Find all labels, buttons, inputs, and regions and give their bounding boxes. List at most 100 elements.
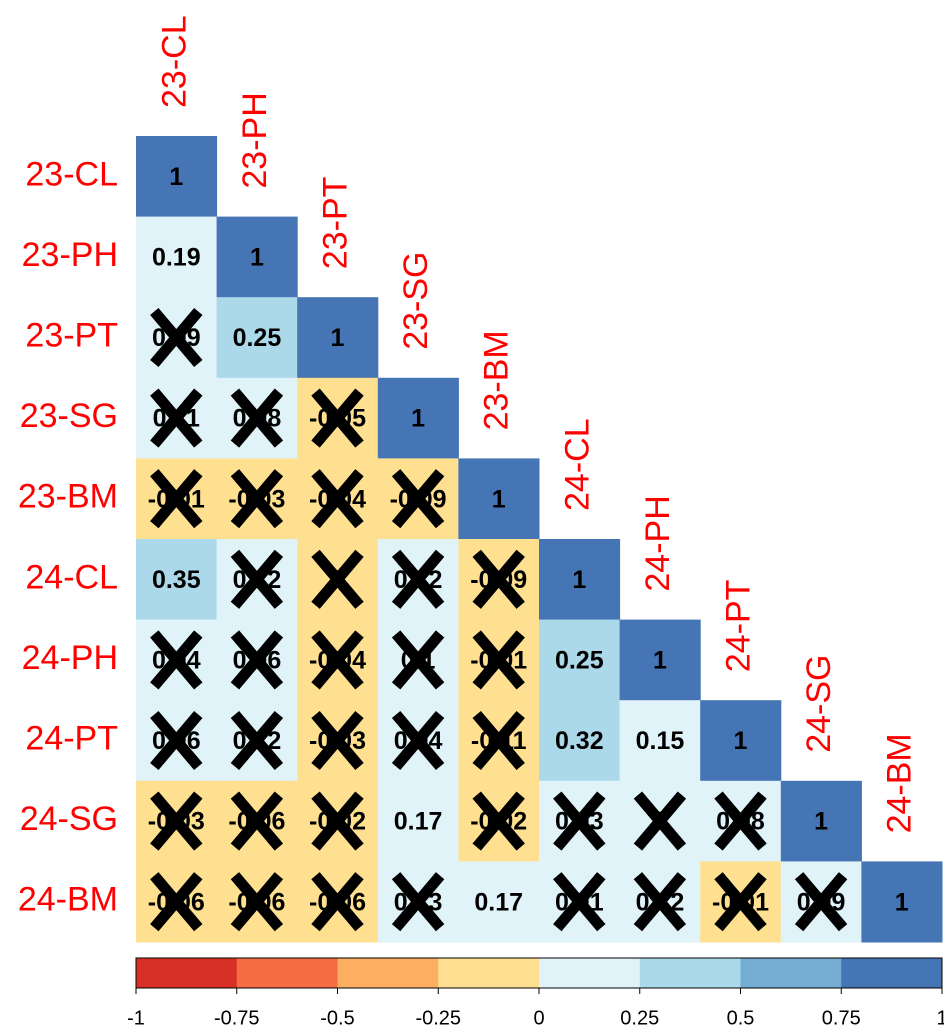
insignificance-cross — [391, 872, 445, 932]
cell — [216, 216, 298, 298]
insignificance-cross — [714, 872, 767, 932]
cell-value: 1 — [814, 808, 828, 836]
colorbar-swatch — [539, 958, 641, 988]
insignificance-cross — [633, 791, 687, 851]
insignificance-cross — [150, 791, 203, 851]
insignificance-cross — [391, 710, 445, 771]
colorbar-tick-label: 0 — [533, 1007, 544, 1029]
row-label: 24-PH — [22, 639, 118, 677]
insignificance-cross — [391, 469, 445, 529]
colorbar-swatch — [740, 958, 842, 988]
insignificance-cross — [472, 791, 525, 851]
colorbar-tick-label: -0.25 — [415, 1007, 461, 1029]
column-label: 23-SG — [397, 252, 435, 350]
row-label: 23-CL — [25, 155, 118, 193]
row-label: 24-SG — [20, 800, 118, 838]
insignificance-cross — [230, 469, 284, 529]
cell-value: 1 — [734, 727, 748, 755]
cell-value: 1 — [411, 405, 425, 433]
cell-value: 0.17 — [474, 888, 523, 916]
row-label: 23-PT — [25, 316, 118, 354]
cell-value: 1 — [250, 244, 264, 272]
cell-value: 0.35 — [152, 566, 201, 594]
insignificance-cross — [311, 872, 364, 932]
insignificance-cross — [150, 307, 203, 368]
row-label: 24-CL — [25, 558, 118, 596]
insignificance-cross — [311, 630, 364, 690]
cell-value: 0.25 — [555, 647, 604, 675]
cell-value: 0.32 — [555, 727, 604, 755]
cell — [780, 780, 862, 862]
column-label: 24-PT — [719, 580, 757, 673]
insignificance-cross — [150, 388, 203, 448]
cell — [136, 136, 218, 218]
cell-value: 0.19 — [152, 244, 201, 272]
colorbar-tick-label: 0.25 — [620, 1007, 659, 1029]
column-label: 24-CL — [558, 418, 596, 511]
cell-value: 1 — [169, 163, 183, 191]
insignificance-cross — [391, 630, 445, 690]
insignificance-cross — [230, 549, 284, 609]
cell — [700, 700, 782, 782]
column-label: 24-SG — [800, 655, 838, 753]
insignificance-cross — [311, 469, 364, 529]
cell — [377, 377, 459, 459]
column-label: 23-CL — [155, 15, 193, 108]
insignificance-cross — [230, 791, 284, 851]
insignificance-cross — [230, 872, 284, 932]
colorbar-tick-label: 1 — [936, 1007, 944, 1029]
insignificance-cross — [311, 710, 364, 771]
cell — [539, 539, 621, 621]
insignificance-cross — [794, 872, 848, 932]
colorbar-tick-label: 0.75 — [822, 1007, 861, 1029]
row-label: 23-PH — [22, 236, 118, 274]
cell-value: 1 — [572, 566, 586, 594]
cell — [458, 861, 540, 943]
column-label: 23-BM — [478, 330, 516, 430]
insignificance-cross — [150, 710, 203, 771]
cell — [136, 216, 218, 298]
insignificance-cross — [230, 388, 284, 448]
cell — [377, 780, 459, 862]
cell-value: 0.15 — [636, 727, 685, 755]
column-label: 24-PH — [639, 495, 677, 591]
insignificance-cross — [633, 872, 687, 932]
colorbar-tick-label: -0.5 — [320, 1007, 354, 1029]
insignificance-cross — [553, 791, 606, 851]
column-label: 23-PT — [316, 177, 354, 270]
row-label: 23-BM — [18, 478, 118, 516]
insignificance-cross — [150, 630, 203, 690]
column-label: 24-BM — [881, 733, 919, 833]
insignificance-cross — [311, 549, 364, 609]
cell-value: 1 — [331, 324, 345, 352]
cell-value: 0.17 — [394, 808, 443, 836]
insignificance-cross — [311, 388, 364, 448]
cell-value: 1 — [895, 888, 909, 916]
insignificance-cross — [472, 710, 525, 771]
cell — [458, 458, 540, 540]
colorbar-swatch — [639, 958, 741, 988]
row-label: 24-PT — [25, 719, 118, 757]
cell — [619, 700, 701, 782]
cell-value: 1 — [653, 647, 667, 675]
colorbar-tick-label: 0.5 — [727, 1007, 755, 1029]
row-label: 23-SG — [20, 397, 118, 435]
cell — [297, 297, 379, 379]
insignificance-cross — [714, 791, 767, 851]
insignificance-cross — [391, 549, 445, 609]
cell — [539, 700, 621, 782]
insignificance-cross — [230, 710, 284, 771]
row-label: 24-BM — [18, 881, 118, 919]
cell — [539, 619, 621, 701]
cell — [861, 861, 943, 943]
insignificance-cross — [472, 549, 525, 609]
colorbar-swatch — [841, 958, 943, 988]
cell — [619, 619, 701, 701]
cell-value: 0.25 — [233, 324, 282, 352]
colorbar-swatch — [438, 958, 540, 988]
cell-value: 1 — [492, 485, 506, 513]
cell — [136, 539, 218, 621]
colorbar-swatch — [236, 958, 338, 988]
